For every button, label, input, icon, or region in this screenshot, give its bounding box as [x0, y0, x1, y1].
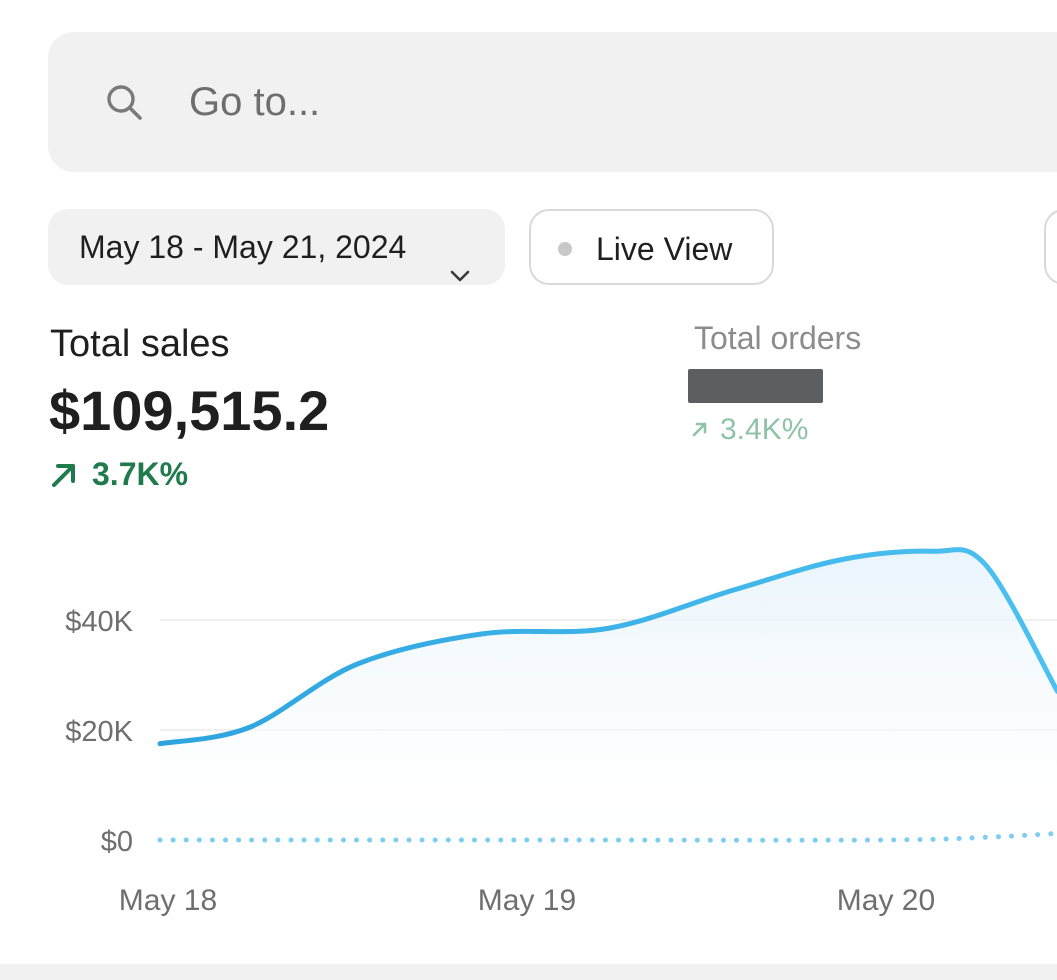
arrow-up-right-icon — [52, 464, 75, 487]
search-icon — [104, 82, 144, 122]
sales-chart: $0 $20K $40K May 18 May 19 May 20 — [65, 547, 1057, 917]
date-range-label: May 18 - May 21, 2024 — [79, 229, 407, 265]
y-axis-ticks: $0 $20K $40K — [65, 606, 133, 858]
chevron-down-icon — [450, 237, 470, 282]
y-tick-label: $40K — [65, 606, 133, 638]
search-bar[interactable]: Go to... — [48, 32, 1057, 172]
comparison-series-line — [157, 830, 1057, 843]
x-axis-ticks: May 18 May 19 May 20 — [119, 884, 935, 917]
sales-area-fill — [160, 549, 1057, 840]
total-orders-label: Total orders — [694, 320, 862, 356]
total-orders-value-redacted — [688, 369, 823, 403]
x-tick-label: May 19 — [478, 884, 576, 917]
y-tick-label: $20K — [65, 716, 133, 748]
total-sales-change: 3.7K% — [50, 454, 188, 494]
total-sales-change-value: 3.7K% — [92, 456, 189, 492]
x-tick-label: May 20 — [837, 884, 935, 917]
more-filter-button[interactable] — [1044, 209, 1057, 285]
sales-series-line — [157, 547, 1057, 747]
chart-series — [157, 547, 1057, 843]
x-tick-label: May 18 — [119, 884, 217, 917]
arrow-up-right-icon — [692, 422, 707, 437]
total-sales-value: $109,515.2 — [49, 379, 330, 442]
date-range-selector[interactable]: May 18 - May 21, 2024 — [48, 209, 505, 285]
y-tick-label: $0 — [101, 826, 133, 858]
total-sales-label: Total sales — [50, 323, 230, 365]
live-status-dot-icon — [558, 242, 572, 256]
bottom-divider — [0, 964, 1057, 980]
total-orders-change-value: 3.4K% — [720, 413, 809, 446]
total-orders-change: 3.4K% — [692, 411, 808, 449]
search-input[interactable]: Go to... — [189, 80, 321, 124]
live-view-button[interactable]: Live View — [529, 209, 774, 285]
live-view-label: Live View — [596, 231, 733, 267]
